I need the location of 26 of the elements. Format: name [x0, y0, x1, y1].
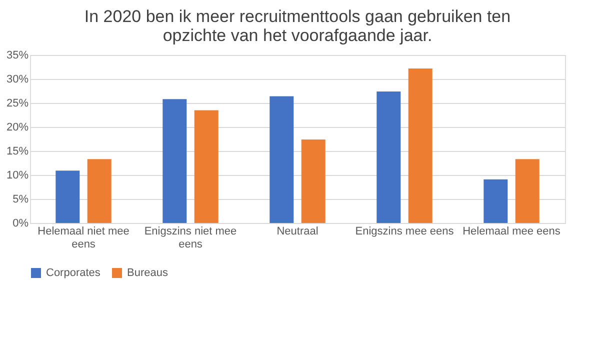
bar — [162, 99, 187, 223]
y-tick-label: 10% — [6, 170, 29, 182]
bar — [484, 179, 508, 223]
bar — [376, 91, 401, 223]
x-tick-label: Helemaal niet mee eens — [38, 226, 130, 250]
y-tick-label: 25% — [6, 98, 29, 110]
bar — [408, 68, 432, 223]
bar — [87, 159, 112, 223]
y-tick-label: 30% — [6, 74, 29, 86]
bar — [56, 170, 80, 223]
x-tick-label: Enigszins mee eens — [355, 226, 454, 238]
legend-label: Corporates — [46, 267, 101, 279]
bar — [301, 139, 326, 223]
bar — [270, 96, 294, 223]
bar — [194, 110, 218, 223]
y-tick-label: 5% — [12, 194, 29, 206]
legend-label: Bureaus — [127, 267, 168, 279]
bar — [515, 159, 540, 223]
x-tick-label: Helemaal mee eens — [462, 226, 561, 238]
y-tick-label: 0% — [12, 218, 29, 230]
y-tick-label: 20% — [6, 122, 29, 134]
x-tick-label: Enigszins niet mee eens — [144, 226, 237, 250]
y-tick-label: 35% — [6, 50, 29, 62]
y-tick-label: 15% — [6, 146, 29, 158]
x-tick-label: Neutraal — [276, 226, 318, 238]
chart-title: In 2020 ben ik meer recruitmenttools gaan gebruiken ten opzichte van het voorafgaande jaar. — [84, 7, 511, 45]
